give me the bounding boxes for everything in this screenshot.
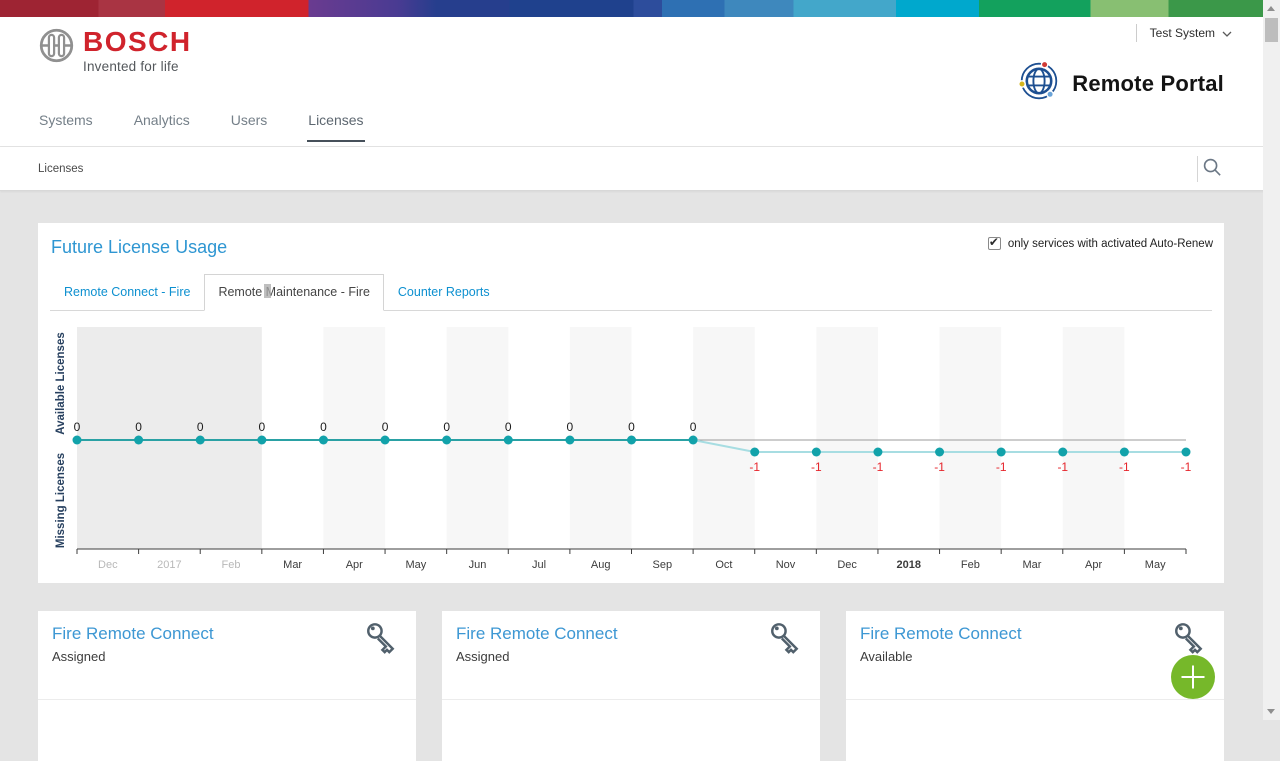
svg-text:Available Licenses: Available Licenses	[55, 332, 67, 435]
svg-text:Feb: Feb	[961, 559, 980, 571]
scrollbar-up-arrow[interactable]	[1267, 6, 1275, 11]
bosch-wordmark: BOSCH	[83, 26, 192, 57]
chart: Dec 2017 Feb Mar Apr May Jun Jul Aug Sep Oct Nov Dec…	[38, 324, 1224, 580]
svg-text:-1: -1	[873, 460, 884, 474]
auto-renew-control: only services with activated Auto-Renew	[987, 235, 1213, 250]
breadcrumb-bar: Licenses	[0, 147, 1280, 191]
breadcrumb[interactable]: Licenses	[38, 163, 84, 175]
plus-icon	[1171, 665, 1215, 702]
svg-text:0: 0	[567, 420, 574, 434]
bosch-tagline: Invented for life	[83, 59, 179, 74]
svg-text:Mar: Mar	[283, 559, 302, 571]
svg-text:-1: -1	[1057, 460, 1068, 474]
scrollbar-thumb[interactable]	[1265, 18, 1278, 42]
svg-text:Mar: Mar	[1022, 559, 1041, 571]
card-status: Assigned	[456, 649, 510, 664]
svg-text:Aug: Aug	[591, 559, 611, 571]
vertical-scrollbar	[1263, 0, 1280, 720]
auto-renew-checkbox[interactable]	[987, 235, 1001, 250]
svg-text:-1: -1	[1181, 460, 1192, 474]
key-icon	[1172, 621, 1210, 664]
add-button[interactable]	[1171, 655, 1215, 699]
primary-nav: Systems Analytics Users Licenses	[38, 112, 365, 142]
breadcrumb-divider	[1197, 156, 1198, 182]
license-cards: Fire Remote Connect Assigned Fire Remote…	[38, 611, 1224, 761]
svg-text:Apr: Apr	[346, 559, 363, 571]
header: BOSCH Invented for life Test System Remo…	[0, 17, 1280, 147]
card-title: Fire Remote Connect	[456, 624, 618, 643]
svg-text:Dec: Dec	[98, 559, 118, 571]
svg-text:0: 0	[320, 420, 327, 434]
globe-orbit-icon	[1016, 58, 1062, 109]
svg-text:-1: -1	[1119, 460, 1130, 474]
svg-text:Apr: Apr	[1085, 559, 1102, 571]
svg-text:-1: -1	[996, 460, 1007, 474]
card-title: Fire Remote Connect	[52, 624, 214, 643]
svg-text:2018: 2018	[897, 559, 921, 571]
tab-counter-reports[interactable]: Counter Reports	[397, 285, 490, 299]
search-icon	[1202, 158, 1223, 181]
main-content: Future License Usage only services with …	[0, 223, 1280, 761]
nav-item-users[interactable]: Users	[230, 112, 268, 128]
nav-item-licenses[interactable]: Licenses	[307, 112, 365, 142]
card-title: Fire Remote Connect	[860, 624, 1022, 643]
portal-name: Remote Portal	[1072, 70, 1224, 96]
system-selector[interactable]: Test System	[1135, 24, 1232, 42]
card-status: Assigned	[52, 649, 106, 664]
tab-remote-connect-fire[interactable]: Remote Connect - Fire	[64, 285, 191, 299]
card-status: Available	[860, 649, 913, 664]
system-selector-label: Test System	[1149, 26, 1215, 40]
scrollbar-down-arrow[interactable]	[1267, 709, 1275, 714]
future-license-usage-panel: Future License Usage only services with …	[38, 223, 1224, 583]
svg-text:0: 0	[197, 420, 204, 434]
auto-renew-label: only services with activated Auto-Renew	[1007, 237, 1213, 250]
tabstrip: Remote Connect - Fire Remote Maintenance…	[50, 274, 1212, 311]
svg-text:0: 0	[690, 420, 697, 434]
svg-text:0: 0	[135, 420, 142, 434]
svg-text:0: 0	[505, 420, 512, 434]
nav-item-analytics[interactable]: Analytics	[133, 112, 190, 128]
svg-text:Jun: Jun	[469, 559, 487, 571]
key-icon	[768, 621, 806, 664]
panel-title: Future License Usage	[51, 237, 228, 257]
tab-remote-maintenance-fire[interactable]: Remote Maintenance - Fire	[204, 274, 384, 311]
license-card[interactable]: Fire Remote Connect Available	[846, 611, 1224, 761]
svg-text:Feb: Feb	[222, 559, 241, 571]
svg-text:Dec: Dec	[837, 559, 857, 571]
key-icon	[364, 621, 402, 664]
mouse-cursor-artifact	[264, 284, 271, 298]
bosch-logo[interactable]: BOSCH Invented for life	[38, 27, 192, 74]
svg-text:Jul: Jul	[532, 559, 546, 571]
card-divider	[846, 699, 1224, 700]
card-divider	[442, 699, 820, 700]
bosch-supergraphic-stripe	[0, 0, 1280, 17]
svg-text:0: 0	[258, 420, 265, 434]
svg-text:0: 0	[382, 420, 389, 434]
svg-text:May: May	[405, 559, 426, 571]
svg-text:-1: -1	[811, 460, 822, 474]
svg-text:-1: -1	[934, 460, 945, 474]
card-divider	[38, 699, 416, 700]
portal-brand: Remote Portal	[1016, 58, 1224, 109]
svg-text:0: 0	[628, 420, 635, 434]
svg-text:0: 0	[74, 420, 81, 434]
svg-text:Oct: Oct	[715, 559, 732, 571]
license-card[interactable]: Fire Remote Connect Assigned	[442, 611, 820, 761]
svg-text:Nov: Nov	[776, 559, 796, 571]
chevron-down-icon	[1222, 26, 1232, 40]
svg-text:-1: -1	[749, 460, 760, 474]
svg-text:Missing Licenses: Missing Licenses	[55, 453, 67, 548]
bosch-armature-icon	[38, 27, 75, 69]
svg-text:Sep: Sep	[653, 559, 673, 571]
svg-text:0: 0	[443, 420, 450, 434]
search-button[interactable]	[1200, 157, 1224, 181]
future-usage-chart: Dec 2017 Feb Mar Apr May Jun Jul Aug Sep Oct Nov Dec…	[55, 327, 1192, 571]
license-card[interactable]: Fire Remote Connect Assigned	[38, 611, 416, 761]
svg-text:May: May	[1145, 559, 1166, 571]
svg-text:2017: 2017	[157, 559, 181, 571]
nav-item-systems[interactable]: Systems	[39, 112, 93, 128]
